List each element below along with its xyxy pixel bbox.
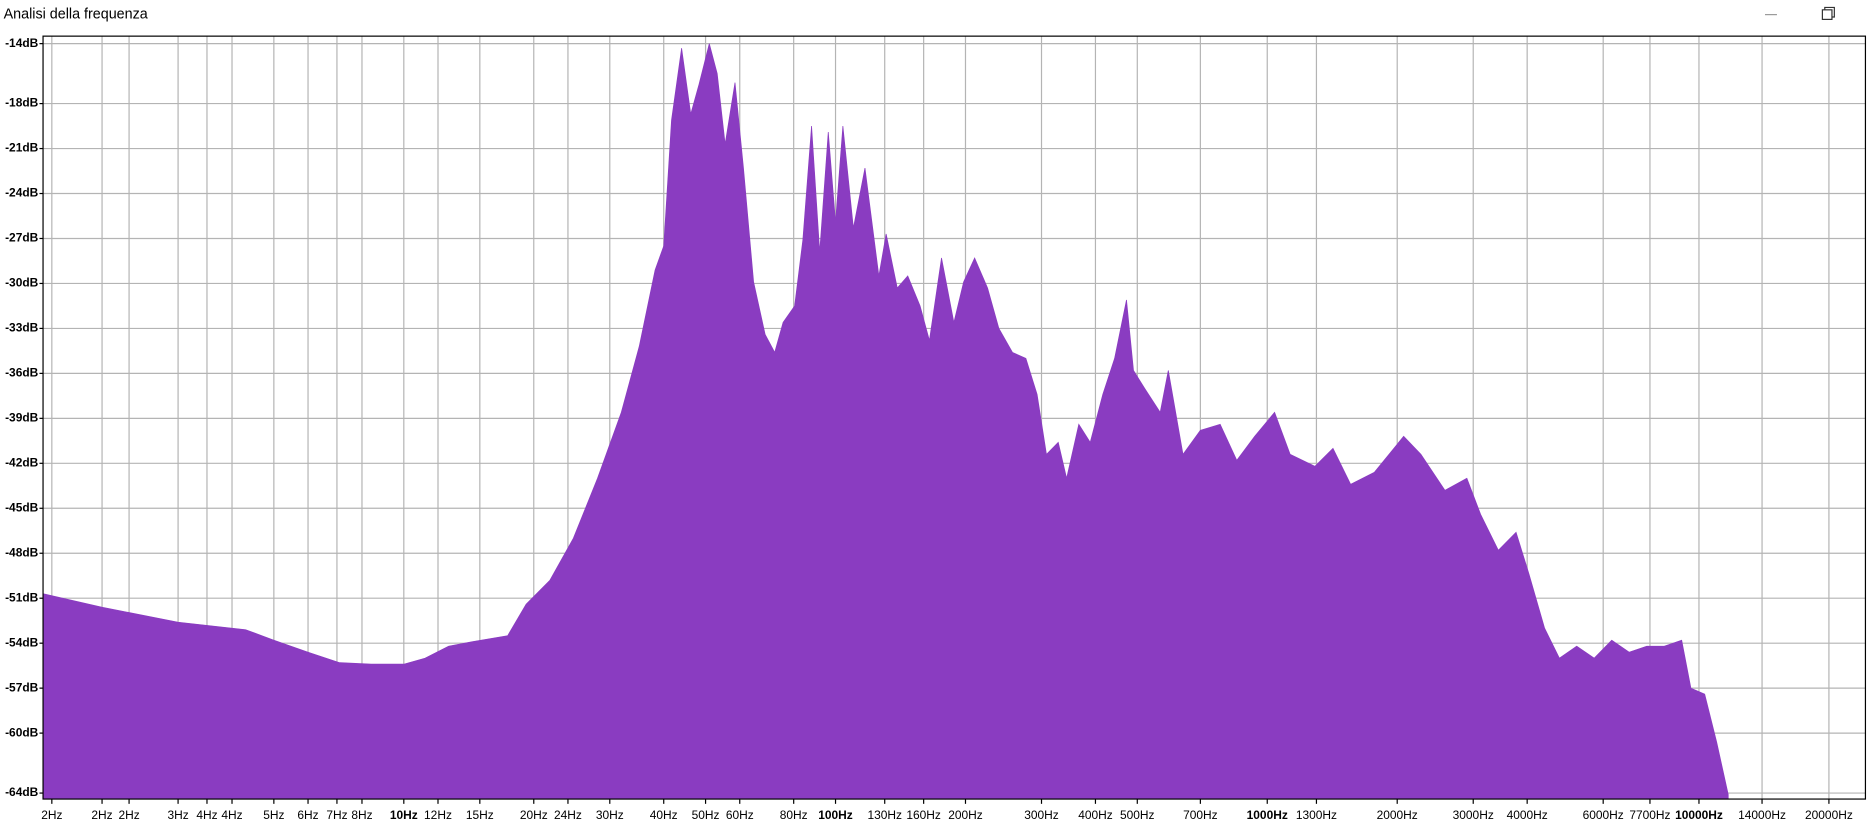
y-tick-label: -57dB [5,680,39,694]
x-tick-label: 24Hz [554,808,582,822]
y-tick-label: -24dB [5,186,39,200]
x-tick-label: 4Hz [196,808,217,822]
x-tick-label: 130Hz [867,808,902,822]
x-tick-label: 80Hz [780,808,808,822]
spectrum-area [42,43,1729,800]
x-tick-label: 400Hz [1078,808,1113,822]
x-tick-label: 60Hz [726,808,754,822]
y-tick-label: -45dB [5,500,39,514]
x-tick-label: 1000Hz [1247,808,1288,822]
y-tick-label: -39dB [5,411,39,425]
y-tick-label: -48dB [5,545,39,559]
x-tick-label: 8Hz [351,808,372,822]
plot-frame [42,35,1867,800]
x-tick-label: 5Hz [263,808,284,822]
x-tick-label: 700Hz [1183,808,1218,822]
window-title: Analisi della frequenza [4,6,148,22]
x-tick-label: 40Hz [650,808,678,822]
x-tick-label: 160Hz [906,808,941,822]
x-tick-label: 50Hz [692,808,720,822]
x-tick-label: 200Hz [948,808,983,822]
y-tick-label: -51dB [5,590,39,604]
y-tick-label: -36dB [5,366,39,380]
x-tick-label: 7Hz [326,808,347,822]
x-tick-label: 20Hz [520,808,548,822]
y-tick-label: -27dB [5,231,39,245]
x-tick-label: 6000Hz [1583,808,1624,822]
y-tick-label: -21dB [5,141,39,155]
x-tick-label: 15Hz [466,808,494,822]
y-tick-label: -54dB [5,635,39,649]
x-tick-label: 100Hz [818,808,853,822]
x-tick-label: 7700Hz [1629,808,1670,822]
y-tick-label: -30dB [5,276,39,290]
y-tick-label: -42dB [5,455,39,469]
restore-button[interactable] [1821,6,1835,20]
x-tick-label: 1300Hz [1296,808,1337,822]
y-tick-label: -14dB [5,36,39,50]
x-tick-label: 10Hz [390,808,418,822]
x-tick-label: 12Hz [424,808,452,822]
x-tick-label: 2000Hz [1377,808,1418,822]
y-tick-label: -60dB [5,725,39,739]
x-tick-label: 10000Hz [1675,808,1723,822]
x-tick-label: 500Hz [1120,808,1155,822]
x-tick-label: 20000Hz [1805,808,1853,822]
x-tick-label: 30Hz [596,808,624,822]
x-tick-label: 300Hz [1024,808,1059,822]
y-tick-label: -18dB [5,96,39,110]
x-tick-label: 6Hz [297,808,318,822]
y-tick-label: -64dB [5,785,39,799]
x-tick-label: 2Hz [41,808,62,822]
y-tick-label: -33dB [5,321,39,335]
x-tick-label: 3Hz [167,808,188,822]
x-tick-label: 3000Hz [1453,808,1494,822]
x-tick-label: 2Hz [91,808,112,822]
x-tick-label: 2Hz [118,808,139,822]
x-tick-label: 14000Hz [1738,808,1786,822]
x-tick-label: 4Hz [221,808,242,822]
x-tick-label: 4000Hz [1507,808,1548,822]
